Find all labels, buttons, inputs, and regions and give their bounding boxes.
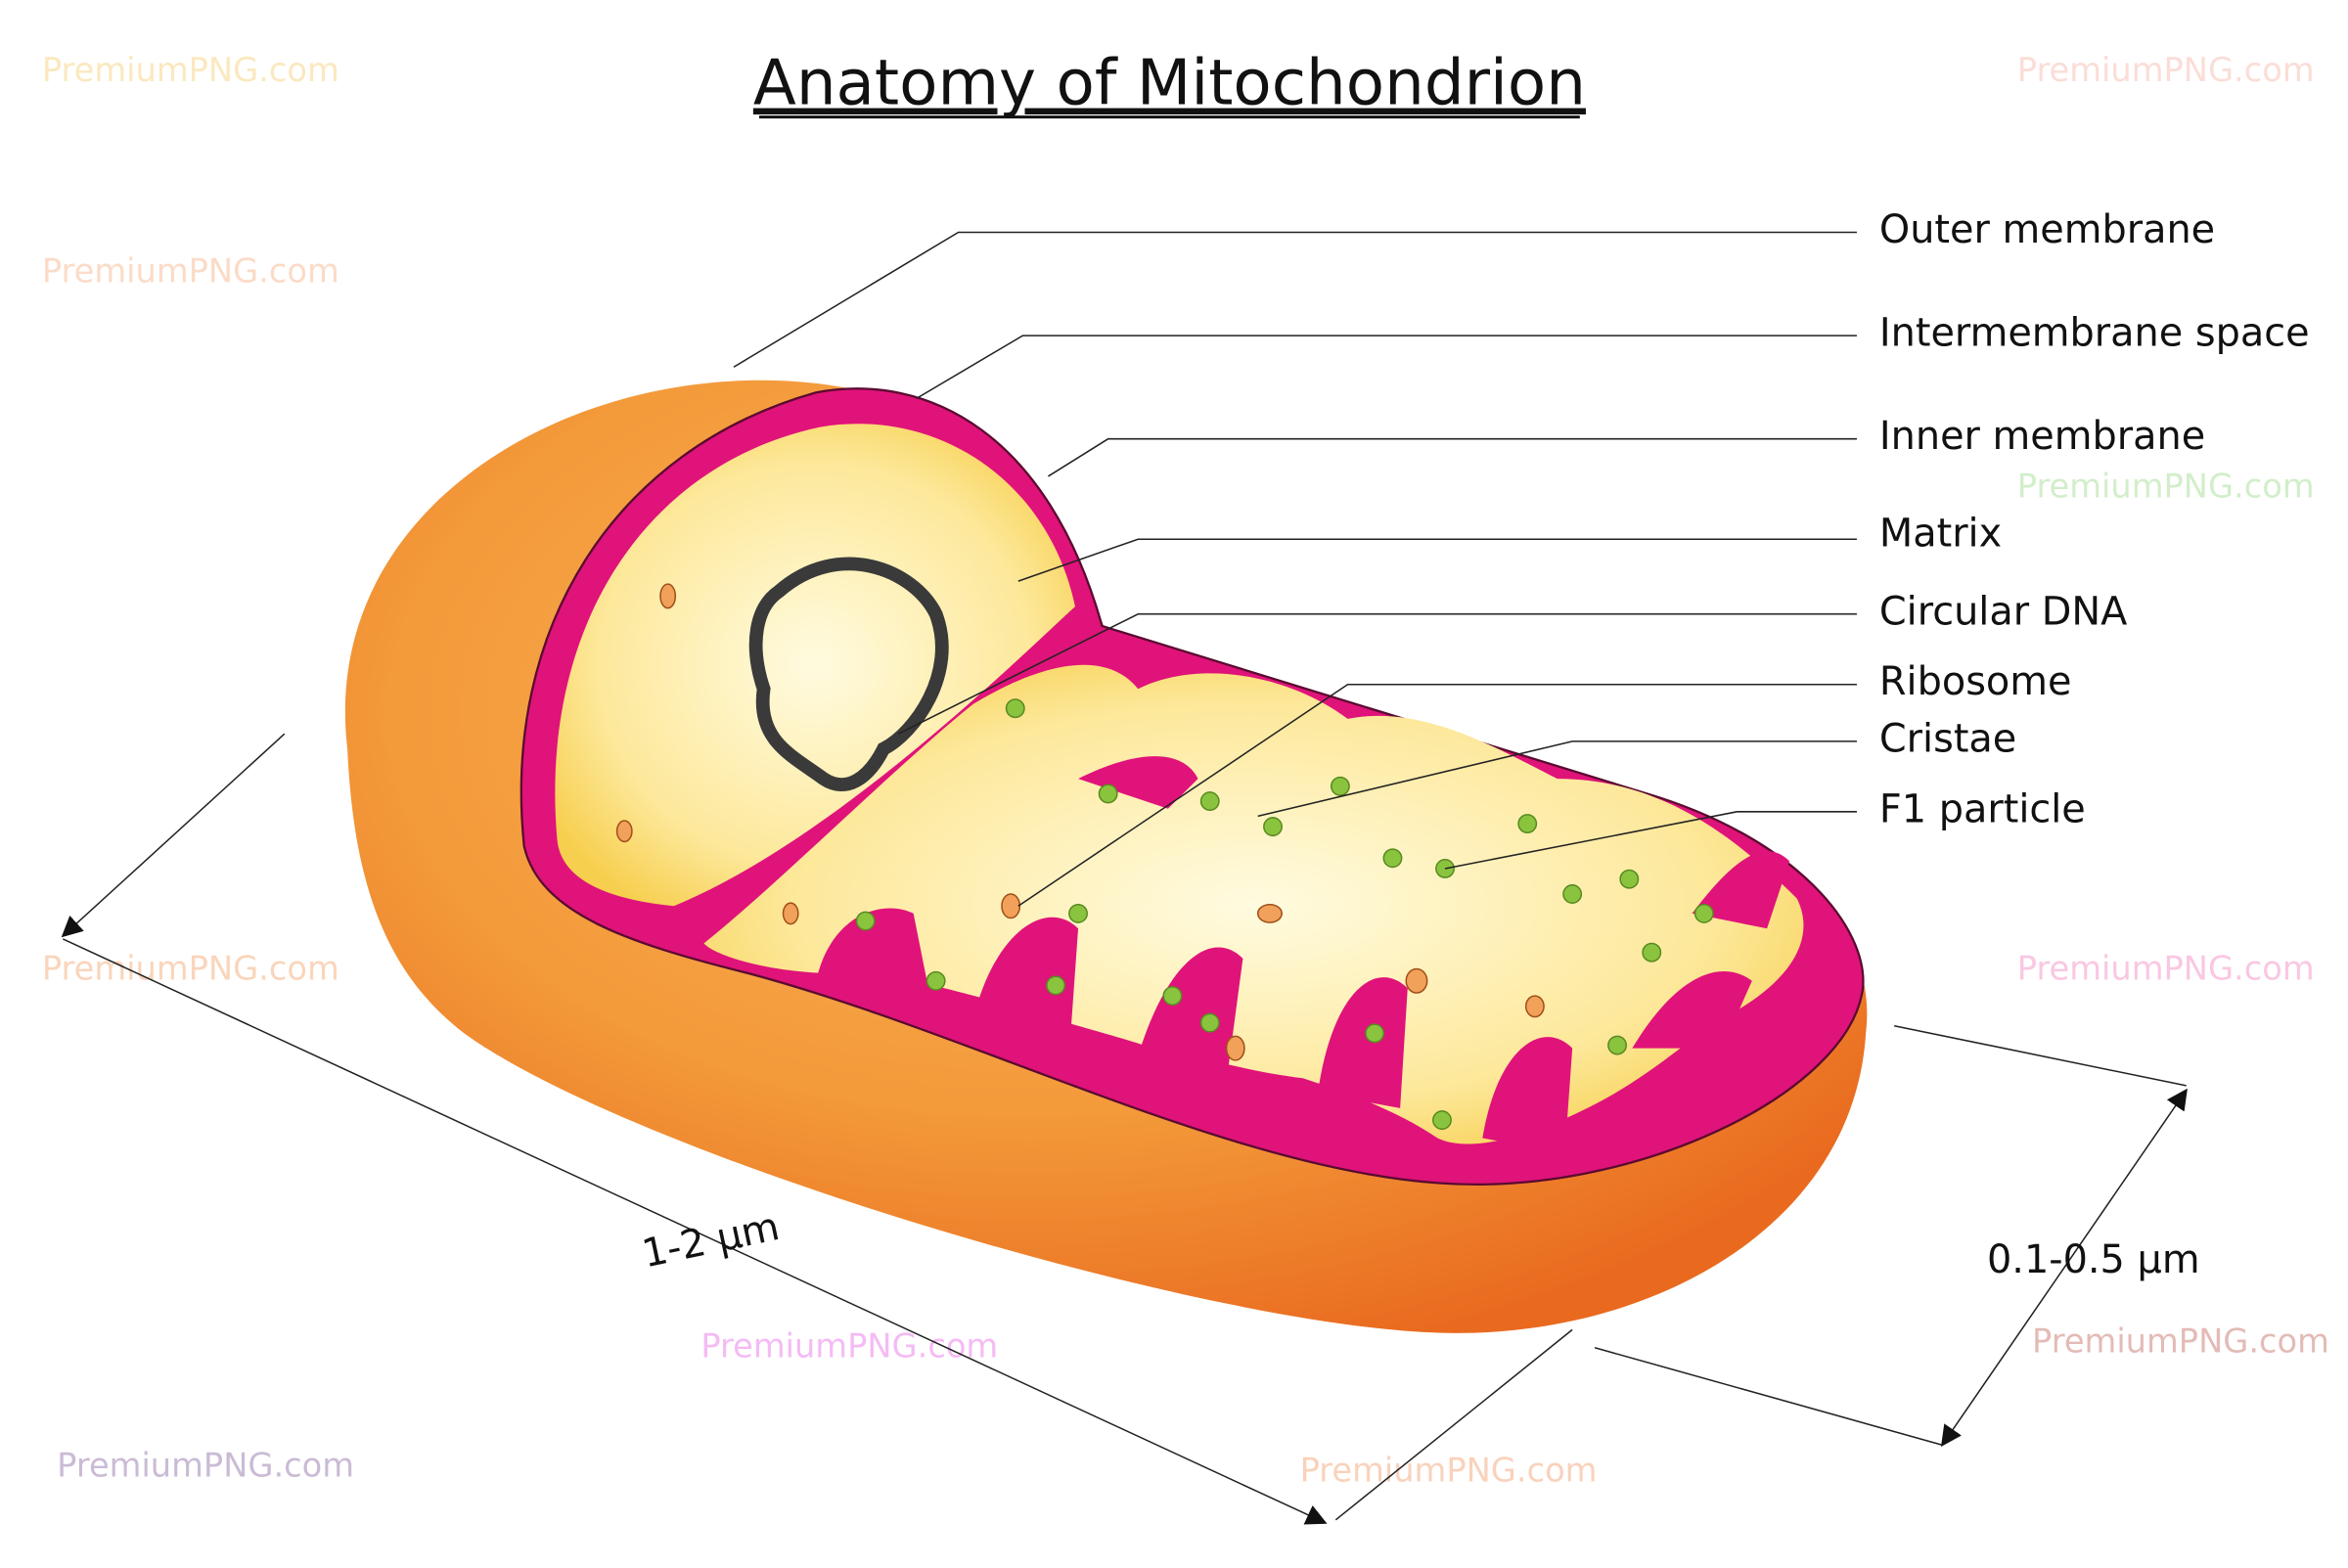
watermark: PremiumPNG.com [2017, 468, 2315, 506]
watermark: PremiumPNG.com [57, 1447, 354, 1485]
watermark: PremiumPNG.com [700, 1326, 998, 1365]
width-label: 0.1-0.5 µm [1987, 1237, 2200, 1282]
watermark: PremiumPNG.com [1300, 1451, 1598, 1489]
watermark: PremiumPNG.com [2017, 51, 2315, 89]
part-label: Ribosome [1879, 659, 2072, 704]
part-label: Intermembrane space [1879, 311, 2310, 356]
watermark: PremiumPNG.com [42, 251, 339, 290]
watermark: PremiumPNG.com [42, 51, 339, 89]
part-label: F1 particle [1879, 786, 2086, 831]
cristae [816, 756, 1790, 1153]
part-label: Circular DNA [1879, 589, 2127, 634]
part-label: Cristae [1879, 716, 2016, 761]
leader-lines [733, 231, 1857, 907]
circular-dna [748, 557, 949, 791]
watermark: PremiumPNG.com [42, 950, 339, 988]
dimension-lines [61, 733, 2188, 1525]
f1-particles [855, 698, 1714, 1131]
title: Anatomy of Mitochondrion [753, 47, 1586, 120]
watermark: PremiumPNG.com [2017, 950, 2315, 988]
watermark: PremiumPNG.com [2032, 1322, 2329, 1361]
matrix-right [703, 664, 1804, 1144]
part-label: Outer membrane [1879, 207, 2215, 252]
labels: Outer membrane Intermembrane space Inner m… [1879, 207, 2310, 831]
part-label: Inner membrane [1879, 414, 2205, 459]
ribosomes [615, 583, 1545, 1061]
matrix-left [555, 424, 1075, 907]
mitochondrion [344, 380, 1868, 1333]
part-label: Matrix [1879, 512, 2002, 557]
